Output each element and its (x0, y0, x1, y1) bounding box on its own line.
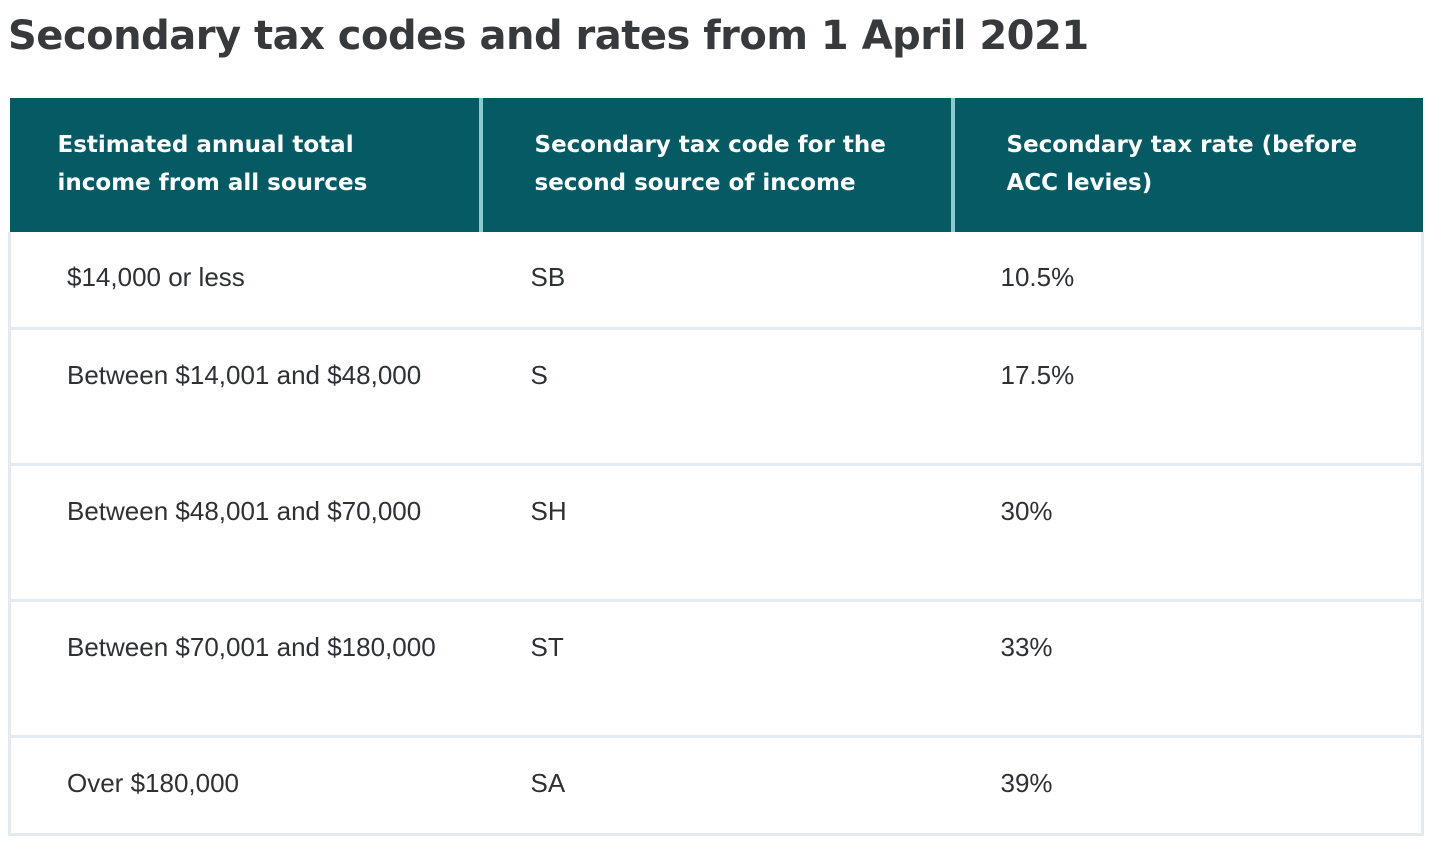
table-row: Between $14,001 and $48,000 S 17.5% (8, 328, 1424, 466)
tax-rate-cell: 30% (952, 464, 1424, 602)
tax-rate-cell: 17.5% (952, 328, 1424, 466)
tax-code-cell: S (480, 328, 953, 466)
income-cell: Between $48,001 and $70,000 (8, 464, 481, 602)
page-title: Secondary tax codes and rates from 1 Apr… (8, 13, 1089, 59)
table-row: Between $70,001 and $180,000 ST 33% (8, 600, 1424, 738)
income-cell: Over $180,000 (8, 736, 481, 836)
tax-code-cell: SA (480, 736, 953, 836)
tax-rate-cell: 33% (952, 600, 1424, 738)
header-income: Estimated annual total income from all s… (9, 98, 483, 232)
tax-code-cell: ST (480, 600, 953, 738)
income-cell: Between $14,001 and $48,000 (8, 328, 481, 466)
tax-rate-cell: 10.5% (952, 232, 1424, 330)
table-row: Between $48,001 and $70,000 SH 30% (8, 464, 1424, 602)
header-tax-code: Secondary tax code for the second source… (480, 98, 955, 232)
income-cell: $14,000 or less (8, 232, 481, 330)
tax-rate-cell: 39% (952, 736, 1424, 836)
tax-code-cell: SH (480, 464, 953, 602)
header-tax-rate: Secondary tax rate (before ACC levies) (952, 98, 1423, 232)
table-row: $14,000 or less SB 10.5% (8, 232, 1424, 330)
header-row: Estimated annual total income from all s… (9, 98, 1423, 232)
table-row: Over $180,000 SA 39% (8, 736, 1424, 836)
income-cell: Between $70,001 and $180,000 (8, 600, 481, 738)
tax-code-cell: SB (480, 232, 953, 330)
secondary-tax-table: Estimated annual total income from all s… (8, 98, 1424, 836)
table-body: $14,000 or less SB 10.5% Between $14,001… (8, 232, 1424, 836)
table-header: Estimated annual total income from all s… (9, 98, 1423, 232)
